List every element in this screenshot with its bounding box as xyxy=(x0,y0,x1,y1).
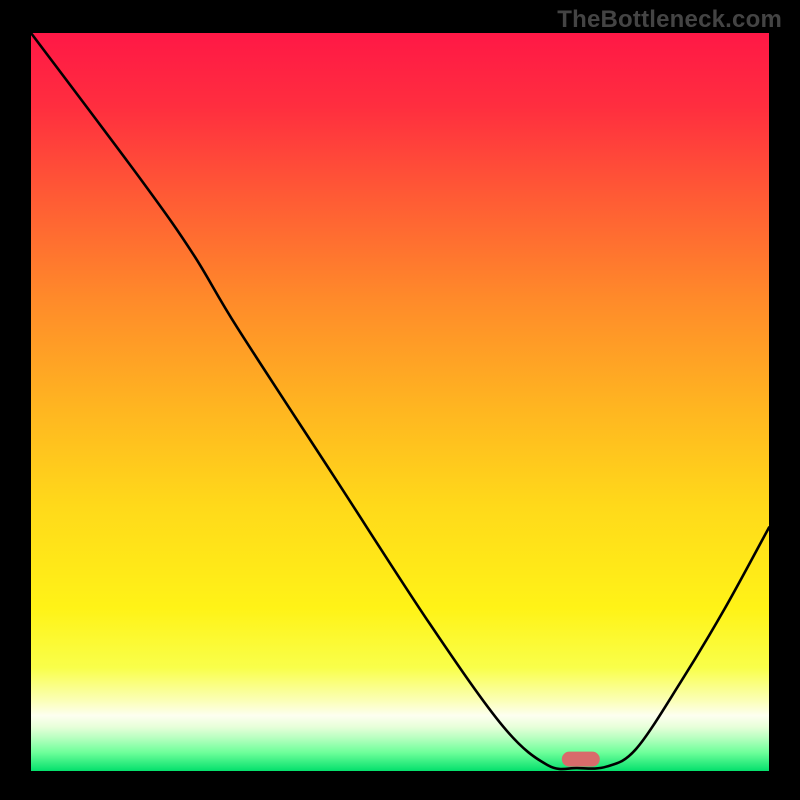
bottleneck-curve xyxy=(31,33,769,769)
curve-svg xyxy=(31,33,769,771)
chart-container: { "watermark": { "text": "TheBottleneck.… xyxy=(0,0,800,800)
plot-area xyxy=(31,33,769,771)
optimal-marker xyxy=(562,752,600,767)
watermark-text: TheBottleneck.com xyxy=(557,6,782,34)
